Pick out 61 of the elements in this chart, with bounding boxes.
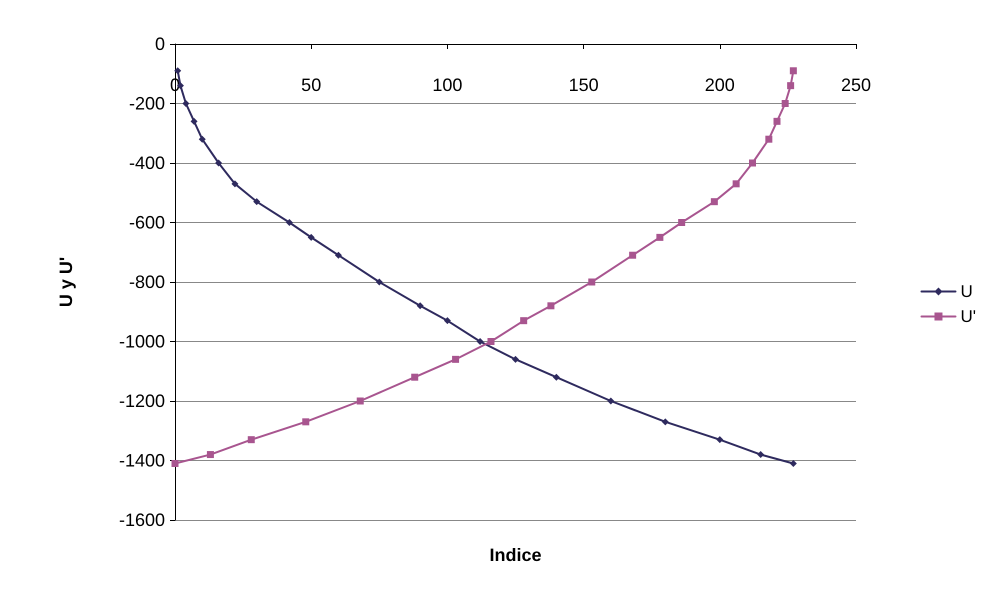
- point: [487, 338, 494, 345]
- point: [765, 136, 772, 143]
- point: [416, 302, 424, 310]
- point: [748, 160, 756, 166]
- point: [253, 198, 260, 206]
- y-tick-label: -800: [128, 272, 165, 292]
- point: [716, 436, 724, 444]
- point: [286, 219, 293, 226]
- point: [629, 252, 636, 259]
- point: [248, 436, 255, 444]
- point: [774, 118, 781, 125]
- point: [588, 278, 596, 286]
- point: [662, 418, 669, 426]
- point: [678, 219, 686, 226]
- point: [656, 234, 664, 241]
- y-axis-title: U y U': [56, 256, 76, 308]
- point: [552, 374, 560, 381]
- y-tick-label: -1000: [118, 332, 165, 352]
- y-tick-label: -200: [128, 94, 165, 114]
- point: [308, 234, 315, 241]
- point: [547, 302, 554, 310]
- point: [215, 160, 222, 166]
- point: [790, 460, 797, 467]
- x-tick-label: 200: [704, 75, 735, 95]
- point: [787, 82, 794, 90]
- x-tick-label: 50: [301, 75, 322, 95]
- point: [732, 180, 740, 188]
- point: [231, 180, 238, 188]
- legend-label: U: [960, 282, 973, 301]
- x-tick-label: 250: [840, 75, 872, 95]
- point: [174, 67, 182, 74]
- point: [334, 252, 342, 259]
- y-tick-label: -1200: [118, 391, 165, 411]
- point: [512, 356, 519, 363]
- point: [376, 278, 383, 286]
- y-tick-label: 0: [154, 34, 165, 54]
- point: [411, 374, 418, 381]
- point: [190, 118, 198, 125]
- y-tick-label: -600: [128, 212, 165, 232]
- point: [476, 338, 484, 345]
- point: [452, 356, 460, 363]
- legend-label: U': [960, 307, 976, 326]
- point: [172, 460, 178, 467]
- point: [790, 67, 797, 74]
- point: [302, 418, 310, 426]
- y-tick-label: -1400: [118, 450, 165, 470]
- y-tick-label: -1600: [118, 510, 165, 530]
- point: [444, 317, 451, 324]
- x-tick-label: 100: [432, 75, 462, 95]
- point: [206, 451, 214, 458]
- point: [356, 398, 364, 404]
- x-axis-title: Indice: [489, 545, 542, 565]
- y-tick-label: -400: [128, 153, 165, 173]
- point: [198, 136, 206, 143]
- point: [607, 398, 614, 404]
- point: [757, 451, 764, 458]
- point: [782, 100, 789, 107]
- x-tick-label: 150: [568, 75, 599, 95]
- point: [710, 198, 718, 206]
- point: [520, 317, 528, 324]
- point: [182, 100, 190, 107]
